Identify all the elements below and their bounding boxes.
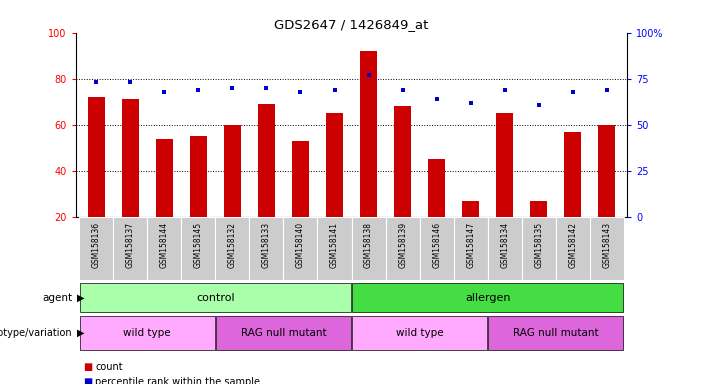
Bar bbox=[352, 283, 623, 312]
Text: GSM158137: GSM158137 bbox=[125, 222, 135, 268]
Bar bbox=[122, 99, 139, 217]
Bar bbox=[88, 97, 104, 217]
Bar bbox=[215, 217, 250, 280]
Bar bbox=[489, 316, 623, 350]
Bar bbox=[590, 217, 624, 280]
Bar bbox=[283, 217, 318, 280]
Bar bbox=[79, 217, 113, 280]
Text: GSM158146: GSM158146 bbox=[433, 222, 441, 268]
Text: GSM158132: GSM158132 bbox=[228, 222, 237, 268]
Text: ▶: ▶ bbox=[77, 328, 85, 338]
Bar bbox=[564, 132, 581, 217]
Title: GDS2647 / 1426849_at: GDS2647 / 1426849_at bbox=[274, 18, 429, 31]
Bar bbox=[292, 141, 309, 217]
Bar bbox=[352, 316, 487, 350]
Bar bbox=[428, 159, 445, 217]
Text: GSM158135: GSM158135 bbox=[534, 222, 543, 268]
Bar bbox=[113, 217, 147, 280]
Bar bbox=[556, 217, 590, 280]
Bar bbox=[147, 217, 182, 280]
Text: ▶: ▶ bbox=[77, 293, 85, 303]
Text: allergen: allergen bbox=[465, 293, 510, 303]
Bar bbox=[394, 106, 411, 217]
Bar bbox=[496, 113, 513, 217]
Text: GSM158133: GSM158133 bbox=[262, 222, 271, 268]
Text: RAG null mutant: RAG null mutant bbox=[513, 328, 599, 338]
Bar bbox=[360, 51, 377, 217]
Text: wild type: wild type bbox=[123, 328, 171, 338]
Bar bbox=[258, 104, 275, 217]
Text: RAG null mutant: RAG null mutant bbox=[240, 328, 326, 338]
Bar bbox=[531, 201, 547, 217]
Text: control: control bbox=[196, 293, 235, 303]
Text: ■: ■ bbox=[83, 362, 92, 372]
Text: GSM158147: GSM158147 bbox=[466, 222, 475, 268]
Text: GSM158139: GSM158139 bbox=[398, 222, 407, 268]
Text: GSM158144: GSM158144 bbox=[160, 222, 169, 268]
Bar bbox=[488, 217, 522, 280]
Bar bbox=[224, 125, 241, 217]
Bar bbox=[352, 217, 386, 280]
Text: GSM158138: GSM158138 bbox=[364, 222, 373, 268]
Bar bbox=[454, 217, 488, 280]
Text: GSM158136: GSM158136 bbox=[92, 222, 101, 268]
Bar bbox=[522, 217, 556, 280]
Bar bbox=[462, 201, 479, 217]
Bar bbox=[80, 316, 215, 350]
Bar bbox=[250, 217, 283, 280]
Text: genotype/variation: genotype/variation bbox=[0, 328, 72, 338]
Text: GSM158145: GSM158145 bbox=[193, 222, 203, 268]
Text: GSM158140: GSM158140 bbox=[296, 222, 305, 268]
Bar bbox=[190, 136, 207, 217]
Bar bbox=[216, 316, 351, 350]
Text: percentile rank within the sample: percentile rank within the sample bbox=[95, 377, 260, 384]
Bar bbox=[182, 217, 215, 280]
Text: GSM158134: GSM158134 bbox=[501, 222, 510, 268]
Text: GSM158142: GSM158142 bbox=[569, 222, 578, 268]
Bar bbox=[318, 217, 352, 280]
Bar bbox=[326, 113, 343, 217]
Text: count: count bbox=[95, 362, 123, 372]
Bar bbox=[156, 139, 172, 217]
Text: wild type: wild type bbox=[396, 328, 444, 338]
Bar bbox=[420, 217, 454, 280]
Text: ■: ■ bbox=[83, 377, 92, 384]
Text: GSM158141: GSM158141 bbox=[330, 222, 339, 268]
Bar bbox=[80, 283, 351, 312]
Bar bbox=[386, 217, 420, 280]
Text: agent: agent bbox=[42, 293, 72, 303]
Bar bbox=[599, 125, 615, 217]
Text: GSM158143: GSM158143 bbox=[602, 222, 611, 268]
